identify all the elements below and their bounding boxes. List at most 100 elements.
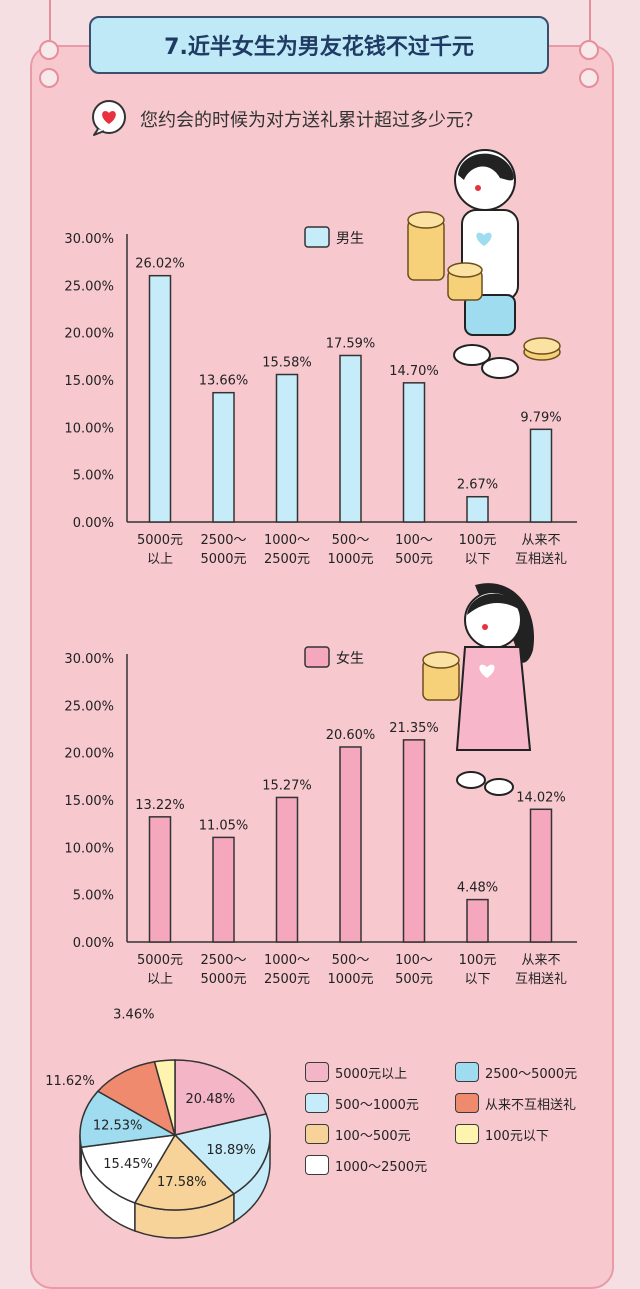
male-category-label: 以下 [464,552,490,567]
legend-swatch [455,1093,479,1113]
legend-label: 5000元以上 [335,1066,408,1082]
pie-legend-item: 1000～2500元 [305,1155,427,1175]
female-category-label: 500元 [395,972,433,987]
heart-speech-bubble-icon [92,100,126,136]
pie-slice [133,1133,236,1211]
pie-slice [153,1059,176,1136]
male-category-label: 100元 [459,533,497,548]
female-category-label: 1000～ [264,953,310,968]
male-value-label: 2.67% [457,478,498,493]
male-y-tick-label: 10.00% [64,421,114,436]
female-value-label: 11.05% [199,818,249,833]
pie-chart: 20.48% 18.89% 17.58% 15.45% 12.53% 11.62% 3.46… [45,1008,271,1239]
female-category-label: 从来不 [521,953,560,968]
female-bar [148,816,172,943]
female-category-label: 100元 [459,953,497,968]
legend-swatch [305,1124,329,1144]
pie-slices: 20.48% 18.89% 17.58% 15.45% 12.53% 11.62% 3.46… [45,1008,271,1239]
page-title: 7.近半女生为男友花钱不过千元 [164,35,474,60]
female-y-tick-label: 5.00% [73,889,114,904]
male-plot-area: 0.00% 5.00% 10.00% 15.00% 20.00% 25.00% 30.00%… [64,226,577,567]
male-y-tick-label: 0.00% [73,516,114,531]
male-category-label: 100～ [395,533,433,548]
female-value-label: 20.60% [326,728,376,743]
male-bar [212,391,235,523]
male-category-label: 1000～ [264,533,310,548]
male-bar [275,373,299,523]
male-legend-label: 男生 [336,231,364,247]
female-category-label: 500～ [332,953,370,968]
coin-stack-left-icon [407,211,445,281]
male-value-label: 17.59% [326,336,376,351]
male-value-label: 26.02% [135,257,185,272]
survey-question: 您约会的时候为对方送礼累计超过多少元？ [140,110,482,131]
boy-illustration [407,149,561,379]
female-y-tick-label: 25.00% [64,699,114,714]
pie-value-label: 18.89% [206,1143,256,1158]
female-bar-chart: 0.00% 5.00% 10.00% 15.00% 20.00% 25.00% 30.00%… [64,646,577,987]
female-bar [275,796,299,943]
female-category-label: 2500元 [264,972,310,987]
pie-legend-item: 500～1000元 [305,1093,419,1113]
female-bar [466,898,489,943]
legend-swatch [455,1062,479,1082]
pie-value-label: 15.45% [103,1157,153,1172]
male-value-label: 14.70% [389,364,439,379]
female-category-label: 5000元 [200,972,246,987]
legend-swatch [305,1093,329,1113]
male-category-label: 2500～ [200,533,246,548]
female-y-tick-label: 10.00% [64,841,114,856]
female-category-label: 2500～ [200,953,246,968]
pie-value-label: 12.53% [93,1118,143,1133]
male-category-label: 从来不 [521,533,560,548]
male-category-label: 500元 [395,552,433,567]
single-coin-icon [523,337,561,361]
pie-value-label: 20.48% [186,1092,236,1107]
female-bar [339,746,362,943]
legend-label: 100～500元 [335,1128,411,1144]
pie-slice [80,1134,177,1204]
male-category-label: 5000元 [137,533,183,548]
female-value-label: 21.35% [389,721,439,736]
title-banner: 7.近半女生为男友花钱不过千元 [89,16,549,74]
male-bar [148,274,172,523]
female-plot-area: 0.00% 5.00% 10.00% 15.00% 20.00% 25.00% 30.00%… [64,646,577,987]
female-legend-label: 女生 [336,650,364,667]
female-bar [212,836,235,943]
legend-label: 从来不互相送礼 [485,1097,577,1113]
female-value-label: 14.02% [516,790,566,805]
female-bar [529,808,553,943]
female-category-label: 5000元 [137,953,183,968]
legend-label: 500～1000元 [335,1097,419,1113]
hanger-ring-left [39,40,59,60]
pie-legend-item: 100元以下 [455,1124,549,1144]
male-category-label: 2500元 [264,552,310,567]
female-bar [402,739,426,943]
pie-slice [173,1113,271,1195]
male-value-label: 15.58% [262,356,312,371]
male-bar [466,495,489,523]
pie-value-label: 11.62% [45,1074,95,1089]
male-category-label: 5000元 [200,552,246,567]
pie-legend-item: 从来不互相送礼 [455,1093,576,1113]
male-bar [529,428,553,523]
female-value-label: 15.27% [262,778,312,793]
female-category-label: 以上 [147,972,173,987]
male-y-tick-label: 25.00% [64,279,114,294]
male-legend-swatch [304,226,330,248]
male-category-label: 500～ [332,533,370,548]
pie-slice [96,1060,177,1137]
male-category-label: 以上 [147,552,173,567]
male-bar [339,354,362,523]
male-bar [402,382,426,523]
hanger-ring-right-lower [579,68,599,88]
male-value-label: 13.66% [199,374,249,389]
female-legend-swatch [304,646,330,668]
male-y-tick-label: 20.00% [64,327,114,342]
legend-swatch [305,1062,329,1082]
legend-label: 100元以下 [485,1128,549,1144]
hanger-rod-right [589,0,591,40]
male-y-tick-label: 30.00% [64,232,114,247]
hanger-ring-left-lower [39,68,59,88]
